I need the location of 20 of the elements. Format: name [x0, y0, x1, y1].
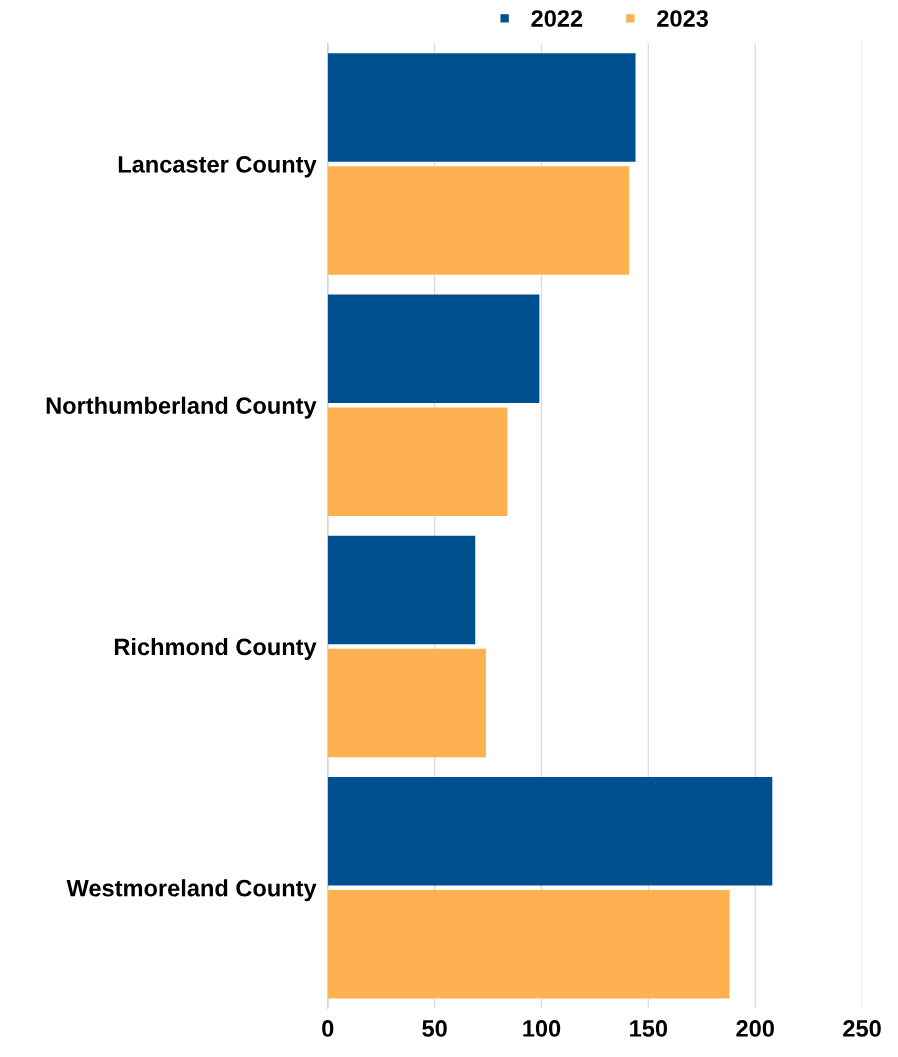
y-tick-label: Lancaster County [118, 156, 317, 178]
bar [327, 889, 730, 999]
x-tick-label: 200 [736, 1020, 774, 1037]
bar [327, 166, 630, 275]
bar [327, 407, 508, 516]
bar [327, 648, 486, 758]
y-tick-label: Westmoreland County [66, 879, 317, 902]
x-tick-label: 250 [843, 1020, 881, 1037]
y-tick-label: Northumberland County [46, 396, 317, 419]
bar [327, 53, 636, 162]
x-tick-label: 0 [322, 1020, 334, 1037]
bar [327, 777, 773, 886]
x-tick-label: 50 [422, 1020, 447, 1037]
bar [327, 294, 540, 404]
y-tick-label: Richmond County [114, 637, 317, 660]
legend-label: 2022 [531, 10, 583, 27]
x-tick-label: 150 [630, 1020, 668, 1037]
x-tick-label: 100 [523, 1020, 561, 1037]
legend-label: 2023 [657, 10, 708, 27]
bar [327, 535, 476, 645]
